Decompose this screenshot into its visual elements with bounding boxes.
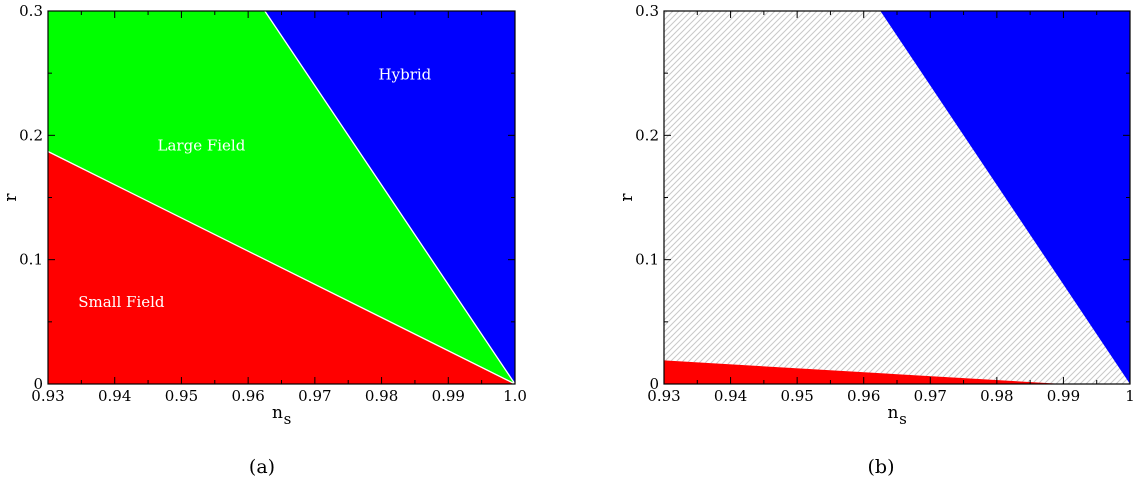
small-field-label: Small Field [78,293,165,311]
y-tick-label: 0 [33,375,43,393]
y-tick-label: 0.2 [19,126,43,144]
y-tick-label: 0.3 [19,2,43,20]
large-field-label: Large Field [158,136,246,154]
region-boundary-line [47,150,516,385]
panel-a: Small Field Large Field Hybrid 0.93 0.94 0.95… [1,2,527,478]
x-tick-label: 0.94 [98,387,131,405]
x-tick-label: 0.95 [780,387,813,405]
x-tick-label: 0.99 [432,387,465,405]
y-tick-label: 0.1 [635,251,659,269]
panel-b: 0.93 0.94 0.95 0.96 0.97 0.98 0.99 1 0 0.1 0.2 0.3 n… [617,2,1135,478]
y-tick-label: 0 [649,375,659,393]
x-tick-label: 0.93 [647,387,680,405]
y-axis-title: r [617,193,637,202]
x-tick-label: 0.97 [914,387,947,405]
x-axis-title-subscript: s [899,410,907,428]
panel-caption: (b) [868,456,895,478]
x-axis-title: n [272,403,283,423]
large-field-region [48,11,515,384]
x-tick-label: 0.97 [298,387,331,405]
x-axis-title-subscript: s [284,410,292,428]
panel-caption: (a) [249,456,275,478]
y-tick-label: 0.2 [635,126,659,144]
region-boundary-line [264,10,516,385]
x-tick-label: 0.93 [31,387,64,405]
x-tick-label: 1.0 [503,387,527,405]
x-tick-label: 0.98 [365,387,398,405]
x-axis-title: n [888,403,899,423]
x-tick-label: 0.96 [847,387,880,405]
x-tick-label: 0.94 [714,387,747,405]
region-2-region [880,11,1130,384]
y-tick-label: 0.1 [19,251,43,269]
x-tick-label: 0.98 [980,387,1013,405]
region-0-region [664,11,1130,384]
y-axis-title: r [1,193,21,202]
x-tick-label: 0.95 [165,387,198,405]
hybrid-label: Hybrid [379,65,432,83]
region-1-region [664,360,1064,384]
x-tick-label: 0.99 [1047,387,1080,405]
x-tick-label: 0.96 [231,387,264,405]
y-tick-label: 0.3 [635,2,659,20]
x-tick-label: 1 [1125,387,1135,405]
